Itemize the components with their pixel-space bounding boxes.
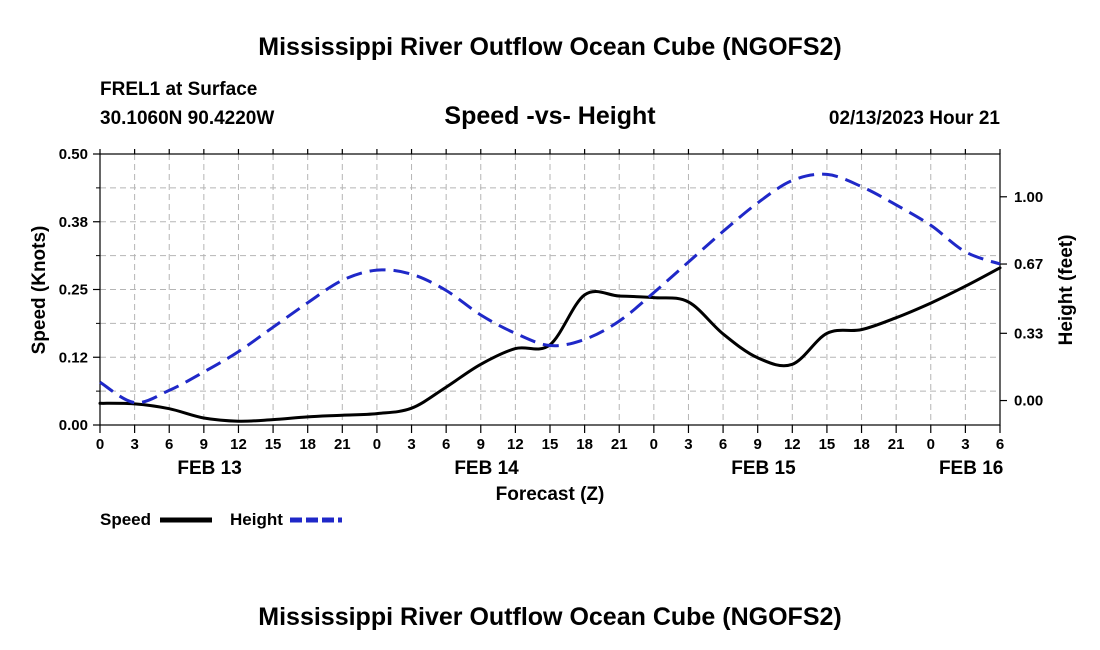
x-tick-label: 15 — [819, 436, 836, 453]
right-tick-label: 0.00 — [1014, 393, 1043, 410]
left-axis-ticks: 0.00 0.12 0.25 0.38 0.50 — [59, 146, 100, 434]
x-tick-label: 18 — [853, 436, 870, 453]
x-tick-label: 12 — [507, 436, 524, 453]
x-tick-label: 15 — [542, 436, 559, 453]
x-tick-label: 21 — [888, 436, 905, 453]
datetime-label: 02/13/2023 Hour 21 — [829, 108, 1001, 129]
x-tick-label: 6 — [442, 436, 450, 453]
right-axis-label: Height (feet) — [1056, 235, 1077, 346]
plot-title: Speed -vs- Height — [444, 102, 656, 130]
x-tick-label: 0 — [373, 436, 381, 453]
footer-title: Mississippi River Outflow Ocean Cube (NG… — [258, 603, 841, 631]
x-tick-label: 6 — [719, 436, 727, 453]
x-tick-label: 3 — [130, 436, 138, 453]
grid-lines — [100, 154, 1000, 425]
station-label: FREL1 at Surface — [100, 79, 257, 100]
left-axis-label: Speed (Knots) — [29, 226, 50, 355]
right-tick-label: 0.33 — [1014, 325, 1043, 342]
left-tick-label: 0.38 — [59, 214, 88, 231]
coordinates-label: 30.1060N 90.4220W — [100, 108, 274, 129]
x-tick-label: 9 — [200, 436, 208, 453]
x-tick-label: 3 — [684, 436, 692, 453]
x-tick-label: 6 — [996, 436, 1004, 453]
x-tick-label: 6 — [165, 436, 173, 453]
x-tick-label: 12 — [784, 436, 801, 453]
x-day-label: FEB 16 — [939, 458, 1003, 479]
x-tick-label: 18 — [299, 436, 316, 453]
series-line-height — [99, 172, 1001, 405]
x-tick-label: 9 — [477, 436, 485, 453]
legend: Speed Height — [100, 510, 342, 529]
right-tick-label: 1.00 — [1014, 189, 1043, 206]
x-axis-label: Forecast (Z) — [496, 484, 605, 505]
x-day-label: FEB 13 — [177, 458, 241, 479]
x-tick-label: 3 — [961, 436, 969, 453]
x-tick-label: 21 — [334, 436, 351, 453]
x-tick-label: 3 — [407, 436, 415, 453]
left-tick-label: 0.25 — [59, 282, 88, 299]
series-lines — [98, 172, 1002, 423]
x-tick-label: 21 — [611, 436, 628, 453]
left-tick-label: 0.12 — [59, 349, 88, 366]
x-axis-ticks: 0 3 6 9 12 15 18 21 0 3 6 9 12 15 18 21 0 3 6 9 12 15 18 21 0 3 6F… — [96, 149, 1004, 479]
right-axis-ticks: 0.00 0.33 0.67 1.00 — [1000, 189, 1043, 410]
x-tick-label: 0 — [96, 436, 104, 453]
legend-label-height: Height — [230, 510, 283, 529]
chart-main-title: Mississippi River Outflow Ocean Cube (NG… — [258, 33, 841, 61]
x-tick-label: 15 — [265, 436, 282, 453]
right-tick-label: 0.67 — [1014, 256, 1043, 273]
x-tick-label: 0 — [650, 436, 658, 453]
legend-label-speed: Speed — [100, 510, 151, 529]
x-tick-label: 9 — [754, 436, 762, 453]
x-tick-label: 12 — [230, 436, 247, 453]
x-tick-label: 0 — [927, 436, 935, 453]
x-tick-label: 18 — [576, 436, 593, 453]
x-day-label: FEB 14 — [454, 458, 519, 479]
left-tick-label: 0.00 — [59, 417, 88, 434]
left-tick-label: 0.50 — [59, 146, 88, 163]
x-day-label: FEB 15 — [731, 458, 796, 479]
